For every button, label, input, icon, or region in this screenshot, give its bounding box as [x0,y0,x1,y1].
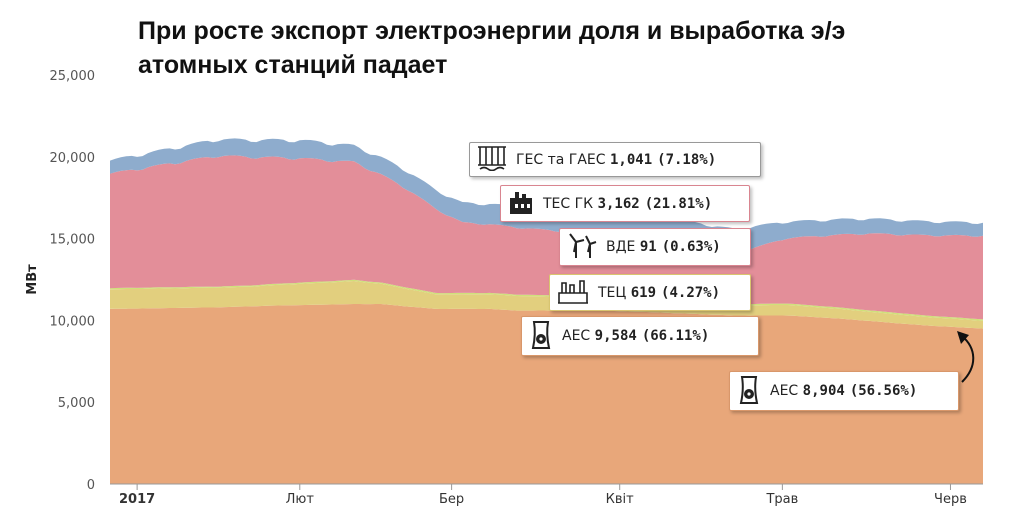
tooltip-aes-2: АЕС 8,904 (56.56%) [729,371,959,411]
tooltip-tes-percent: (21.81%) [644,195,713,212]
nuclear-plant-icon [736,373,762,409]
tooltip-vde: ВДЕ 91 (0.63%) [559,228,751,266]
tooltip-tes-value: 3,162 [597,195,640,212]
y-axis-label: МВт [25,264,40,295]
x-tick-label: Трав [765,492,798,507]
y-tick-label: 15,000 [50,233,96,248]
tooltip-aes-2-label: АЕС [770,383,799,399]
x-tick-label: Черв [934,492,967,507]
tooltip-aes-1: АЕС 9,584 (66.11%) [521,316,759,356]
y-tick-label: 0 [87,478,95,493]
tooltip-tes: ТЕС ГК 3,162 (21.81%) [500,185,750,222]
tooltip-tec-percent: (4.27%) [661,284,721,301]
chp-plant-icon [556,277,590,309]
area-series-group [110,138,983,484]
area-series-2 [110,281,983,329]
y-tick-label: 10,000 [50,314,96,329]
x-tick-label: Лют [286,492,315,507]
tooltip-hydro-label: ГЕС та ГАЕС [516,151,606,168]
arrowhead-icon [957,331,969,344]
hydro-plant-icon [476,145,508,175]
tooltip-tec-value: 619 [630,284,657,301]
y-tick-label: 5,000 [58,396,95,411]
wind-turbine-icon [566,230,598,264]
area-series-1 [110,304,983,484]
tooltip-vde-value: 91 [639,239,657,255]
tooltip-hydro-percent: (7.18%) [657,151,717,168]
tooltip-aes-1-percent: (66.11%) [641,328,710,344]
area-series-5 [110,138,983,254]
tooltip-aes-1-label: АЕС [562,328,591,344]
tooltip-hydro-value: 1,041 [609,151,653,168]
y-tick-label: 20,000 [50,151,96,166]
tooltip-aes-1-value: 9,584 [594,328,637,344]
chart-title: При росте экспорт электроэнергии доля и … [138,17,846,79]
tooltip-tes-label: ТЕС ГК [543,195,594,212]
area-series-4 [110,155,983,320]
x-tick-label: Бер [439,492,464,507]
axes-group: 0 5,000 10,000 15,000 20,000 25,000 2017 Лют Бер… [25,69,983,507]
y-tick-label: 25,000 [50,69,96,84]
thermal-plant-icon [507,188,535,220]
tooltip-vde-label: ВДЕ [606,239,636,255]
tooltip-aes-2-value: 8,904 [802,383,845,399]
tooltip-vde-percent: (0.63%) [661,239,721,255]
nuclear-plant-icon [528,318,554,354]
tooltip-aes-2-percent: (56.56%) [849,383,918,399]
tooltip-tec-label: ТЕЦ [598,284,627,301]
x-tick-label: Квіт [606,492,635,507]
x-tick-label: 2017 [119,492,155,507]
tooltip-tec: ТЕЦ 619 (4.27%) [549,274,751,311]
tooltip-hydro: ГЕС та ГАЕС 1,041 (7.18%) [469,142,761,177]
